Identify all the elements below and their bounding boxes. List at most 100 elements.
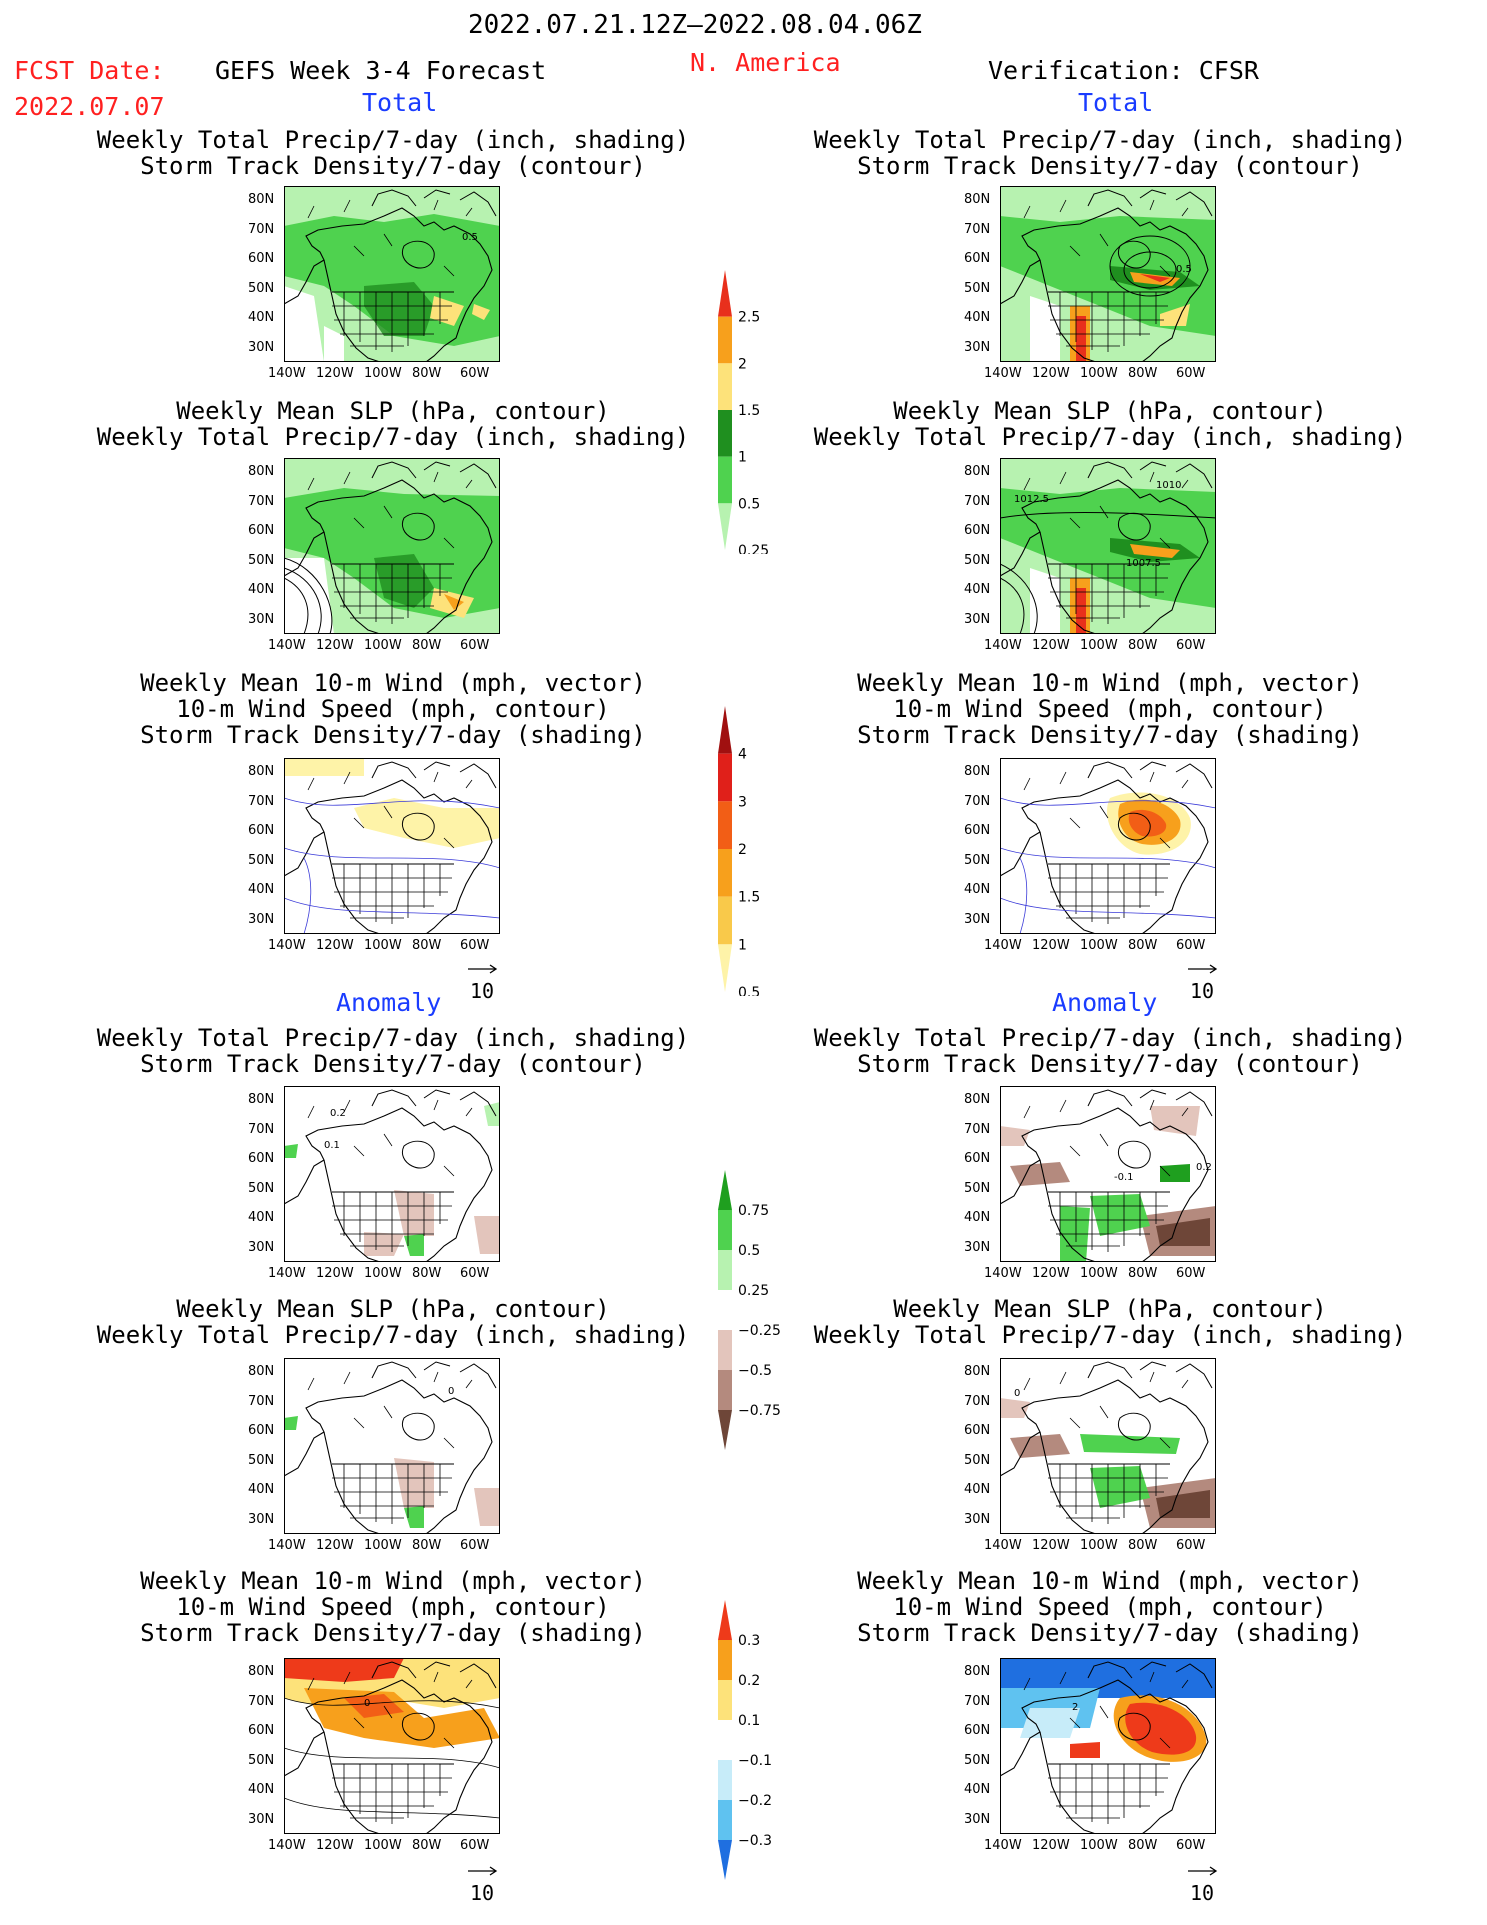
title-line: Weekly Total Precip/7-day (inch, shading… bbox=[813, 423, 1407, 451]
colorbar-label: 1.5 bbox=[738, 403, 760, 419]
colorbar-segment bbox=[718, 1170, 732, 1210]
lat-tick-label: 30N bbox=[248, 1811, 275, 1827]
lat-tick-label: 30N bbox=[964, 911, 991, 927]
lat-tick-label: 60N bbox=[964, 1151, 991, 1166]
lat-tick-label: 40N bbox=[248, 882, 275, 897]
colorbar-label: 2 bbox=[738, 842, 747, 858]
title-line: 10-m Wind Speed (mph, contour) bbox=[893, 1593, 1327, 1621]
forecast-title: GEFS Week 3-4 Forecast bbox=[215, 56, 547, 85]
lat-tick-label: 60N bbox=[248, 523, 275, 538]
lon-tick-label: 120W bbox=[1032, 938, 1070, 953]
lat-tick-label: 50N bbox=[964, 1752, 991, 1768]
lon-tick-label: 100W bbox=[1080, 938, 1118, 953]
colorbar-segment bbox=[718, 801, 732, 849]
lat-tick-label: 60N bbox=[248, 251, 275, 266]
lon-tick-label: 60W bbox=[1176, 1838, 1206, 1853]
map-total-fcst-precip: 0.5 bbox=[284, 186, 500, 366]
colorbar-label: −0.3 bbox=[738, 1833, 772, 1849]
lon-tick-label: 140W bbox=[268, 938, 306, 953]
map-canvas: -0.1 0.2 bbox=[1000, 1086, 1216, 1262]
lon-tick-label: 120W bbox=[316, 638, 354, 653]
title-line: Storm Track Density/7-day (shading) bbox=[857, 1619, 1363, 1647]
title-line: Weekly Mean 10-m Wind (mph, vector) bbox=[857, 1567, 1363, 1595]
colorbar-segment bbox=[718, 753, 732, 802]
lat-tick-label: 70N bbox=[964, 793, 991, 809]
lat-tick-label: 60N bbox=[964, 823, 991, 838]
lon-tick-label: 80W bbox=[1128, 638, 1158, 653]
lat-tick-label: 50N bbox=[248, 1752, 275, 1768]
map-total-obs-wind bbox=[1000, 758, 1216, 938]
section-total-left: Total bbox=[362, 88, 438, 117]
lon-tick-label: 100W bbox=[364, 638, 402, 653]
colorbar-segment bbox=[718, 849, 732, 897]
map-anom-fcst-slp: 0 bbox=[284, 1358, 500, 1538]
lon-tick-label: 120W bbox=[316, 366, 354, 381]
lon-tick-label: 60W bbox=[1176, 366, 1206, 381]
colorbar-total-storm: 4 3 2 1.5 1 0.5 bbox=[718, 706, 760, 996]
lon-tick-label: 80W bbox=[1128, 1266, 1158, 1281]
lon-tick-label: 140W bbox=[984, 1838, 1022, 1853]
colorbar-label: 0.1 bbox=[738, 1713, 760, 1729]
vector-ref-value: 10 bbox=[1190, 979, 1215, 1003]
colorbar-label: 0.5 bbox=[738, 1243, 760, 1259]
lat-tick-label: 40N bbox=[248, 1482, 275, 1497]
lat-tick-label: 70N bbox=[248, 1121, 275, 1137]
title-total-fcst-slp: Weekly Mean SLP (hPa, contour) Weekly To… bbox=[97, 398, 689, 450]
title-line: Weekly Mean 10-m Wind (mph, vector) bbox=[140, 1567, 646, 1595]
colorbar-label: −0.25 bbox=[738, 1323, 781, 1339]
lat-tick-label: 70N bbox=[248, 793, 275, 809]
map-canvas bbox=[284, 458, 500, 634]
title-anom-fcst-wind: Weekly Mean 10-m Wind (mph, vector) 10-m… bbox=[140, 1568, 646, 1646]
section-anomaly-right: Anomaly bbox=[1052, 988, 1158, 1017]
lon-tick-label: 100W bbox=[364, 1538, 402, 1553]
title-line: Weekly Mean 10-m Wind (mph, vector) bbox=[140, 669, 646, 697]
lat-tick-label: 80N bbox=[248, 1664, 275, 1679]
lon-tick-label: 80W bbox=[412, 638, 442, 653]
colorbar-label: 2.5 bbox=[738, 310, 760, 326]
lon-tick-label: 100W bbox=[364, 1266, 402, 1281]
title-line: Storm Track Density/7-day (shading) bbox=[140, 1619, 646, 1647]
contour-label: 0 bbox=[1014, 1388, 1020, 1399]
lat-tick-label: 60N bbox=[248, 1423, 275, 1438]
lat-tick-label: 70N bbox=[964, 221, 991, 237]
contour-label: 1007.5 bbox=[1126, 558, 1161, 569]
title-anom-obs-wind: Weekly Mean 10-m Wind (mph, vector) 10-m… bbox=[857, 1568, 1363, 1646]
vector-ref-value: 10 bbox=[470, 979, 495, 1003]
title-line: Weekly Total Precip/7-day (inch, shading… bbox=[813, 1024, 1407, 1052]
colorbar-segment bbox=[718, 1410, 732, 1450]
lon-tick-label: 120W bbox=[1032, 1266, 1070, 1281]
lat-tick-label: 70N bbox=[964, 493, 991, 509]
map-canvas: 0.2 0.1 bbox=[284, 1086, 500, 1262]
lat-tick-label: 70N bbox=[964, 1693, 991, 1709]
lon-tick-label: 80W bbox=[412, 366, 442, 381]
contour-label: 0.2 bbox=[1196, 1162, 1212, 1173]
colorbar-segment bbox=[718, 1680, 732, 1720]
lon-tick-label: 140W bbox=[984, 366, 1022, 381]
lon-tick-label: 100W bbox=[364, 938, 402, 953]
vector-ref-value: 10 bbox=[1190, 1881, 1215, 1905]
lat-tick-label: 50N bbox=[964, 852, 991, 868]
lat-tick-label: 30N bbox=[248, 1511, 275, 1527]
section-anomaly-left: Anomaly bbox=[336, 988, 442, 1017]
colorbar-segment bbox=[718, 1330, 732, 1370]
lon-tick-label: 60W bbox=[460, 366, 490, 381]
lon-tick-label: 100W bbox=[1080, 638, 1118, 653]
title-line: Weekly Mean 10-m Wind (mph, vector) bbox=[857, 669, 1363, 697]
map-canvas: 0.5 bbox=[1000, 186, 1216, 362]
map-canvas: 0 bbox=[1000, 1358, 1216, 1534]
lat-tick-label: 70N bbox=[248, 221, 275, 237]
arrow-right-icon bbox=[468, 1866, 498, 1876]
colorbar-segment bbox=[718, 1760, 732, 1800]
lat-tick-label: 30N bbox=[248, 1239, 275, 1255]
contour-label: 0.1 bbox=[324, 1140, 340, 1151]
lon-tick-label: 80W bbox=[1128, 938, 1158, 953]
lat-tick-label: 50N bbox=[248, 852, 275, 868]
colorbar-label: 2 bbox=[738, 356, 747, 372]
lat-tick-label: 50N bbox=[248, 1452, 275, 1468]
lon-tick-label: 120W bbox=[316, 1538, 354, 1553]
map-total-fcst-wind bbox=[284, 758, 500, 938]
title-line: Storm Track Density/7-day (contour) bbox=[857, 1050, 1363, 1078]
title-total-fcst-wind: Weekly Mean 10-m Wind (mph, vector) 10-m… bbox=[140, 670, 646, 748]
lat-tick-label: 30N bbox=[248, 611, 275, 627]
lat-tick-label: 60N bbox=[964, 523, 991, 538]
